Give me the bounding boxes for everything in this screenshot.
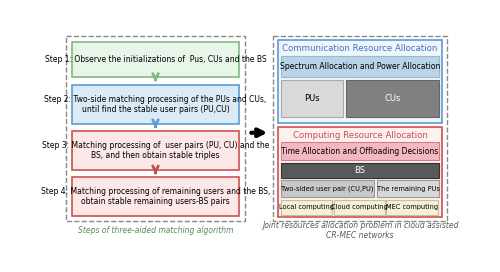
Text: MEC computing: MEC computing: [386, 205, 438, 211]
Bar: [281, 200, 332, 215]
Text: Cloud computing: Cloud computing: [331, 205, 388, 211]
Text: Joint resources allocation problem in cloud assisted
CR-MEC networks: Joint resources allocation problem in cl…: [262, 221, 458, 240]
Bar: [346, 81, 439, 117]
Bar: [281, 163, 439, 178]
Bar: [334, 200, 385, 215]
Text: Step 4: Matching processing of remaining users and the BS,
obtain stable remaini: Step 4: Matching processing of remaining…: [41, 187, 270, 206]
Bar: [281, 142, 439, 160]
Text: Time Allocation and Offloading Decisions: Time Allocation and Offloading Decisions: [282, 147, 438, 156]
Bar: [72, 131, 239, 170]
Bar: [278, 126, 442, 217]
Text: Step 2: Two-side matching processing of the PUs and CUs,
until find the stable u: Step 2: Two-side matching processing of …: [44, 95, 266, 114]
Bar: [281, 181, 374, 197]
Text: BS: BS: [354, 166, 366, 175]
Text: Two-sided user pair (CU,PU): Two-sided user pair (CU,PU): [282, 186, 374, 192]
Text: Communication Resource Allocation: Communication Resource Allocation: [282, 44, 438, 53]
Text: Steps of three-aided matching algorithm: Steps of three-aided matching algorithm: [78, 226, 233, 235]
Bar: [72, 85, 239, 123]
Text: CUs: CUs: [384, 94, 401, 103]
Bar: [281, 81, 343, 117]
Text: Computing Resource Allocation: Computing Resource Allocation: [292, 131, 428, 140]
Bar: [281, 56, 439, 77]
Text: The remaining PUs: The remaining PUs: [376, 186, 440, 192]
Text: Spectrum Allocation and Power Allocation: Spectrum Allocation and Power Allocation: [280, 62, 440, 71]
Bar: [377, 181, 439, 197]
Bar: [72, 177, 239, 216]
Text: Local computing: Local computing: [279, 205, 334, 211]
Bar: [72, 42, 239, 76]
Bar: [66, 36, 246, 221]
Text: Step 1: Observe the initializations of  Pus, CUs and the BS: Step 1: Observe the initializations of P…: [44, 55, 266, 64]
Text: PUs: PUs: [304, 94, 320, 103]
Bar: [278, 40, 442, 123]
Bar: [274, 36, 447, 221]
Text: Step 3: Matching processing of  user pairs (PU, CU) and the
BS, and then obtain : Step 3: Matching processing of user pair…: [42, 141, 269, 160]
Bar: [386, 200, 438, 215]
